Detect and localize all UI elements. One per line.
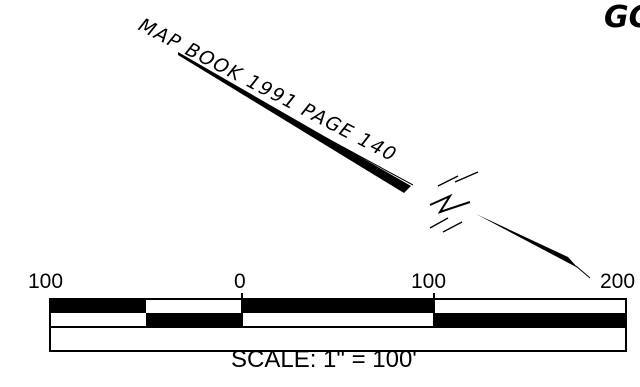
break-symbol-stroke <box>429 217 449 229</box>
scale-bar <box>49 293 627 352</box>
parcel-line-outline <box>267 107 407 191</box>
scale-tick-label: 200 <box>600 270 636 293</box>
break-symbol-stroke <box>437 175 459 187</box>
parcel-line-shape <box>178 52 411 193</box>
scale-caption: SCALE: 1" = 100' <box>231 346 417 373</box>
break-symbol-stroke <box>442 221 463 233</box>
parcel-segment-outline <box>575 265 591 279</box>
parcel-line-outline <box>259 101 414 186</box>
scale-tick-label: 100 <box>28 270 64 293</box>
break-symbol-stroke <box>454 171 479 183</box>
scale-tick-label: 0 <box>234 270 246 293</box>
parcel-segment-shape <box>476 214 578 268</box>
corner-handwritten-text: GC <box>604 0 640 35</box>
break-symbol-zigzag <box>429 193 471 214</box>
scale-tick-label: 100 <box>411 270 447 293</box>
